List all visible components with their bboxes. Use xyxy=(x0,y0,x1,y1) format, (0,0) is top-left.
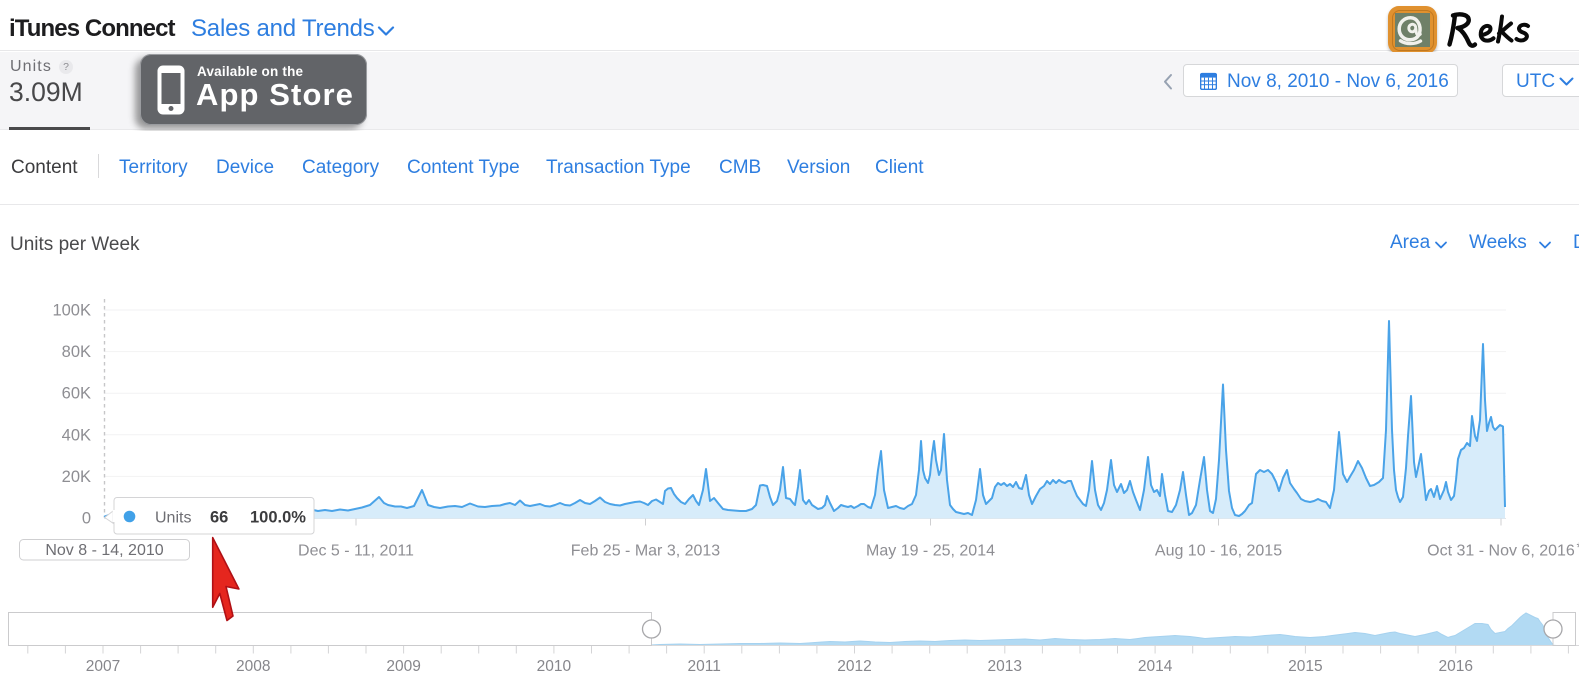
svg-text:May 19 - 25, 2014: May 19 - 25, 2014 xyxy=(866,543,995,560)
svg-text:2015: 2015 xyxy=(1288,658,1322,675)
svg-text:2007: 2007 xyxy=(86,658,120,675)
svg-text:2012: 2012 xyxy=(837,658,871,675)
svg-text:60K: 60K xyxy=(62,385,91,403)
svg-text:Dec 5 - 11, 2011: Dec 5 - 11, 2011 xyxy=(298,543,414,560)
svg-text:Feb 25 - Mar 3, 2013: Feb 25 - Mar 3, 2013 xyxy=(571,543,721,560)
svg-text:2011: 2011 xyxy=(688,658,721,675)
svg-text:Aug 10 - 16, 2015: Aug 10 - 16, 2015 xyxy=(1155,543,1282,560)
svg-text:2014: 2014 xyxy=(1138,658,1173,675)
svg-text:20K: 20K xyxy=(62,468,91,486)
svg-text:Units: Units xyxy=(155,510,191,527)
svg-text:Oct 31 - Nov 6, 2016: Oct 31 - Nov 6, 2016 xyxy=(1427,543,1575,560)
svg-text:100.0%: 100.0% xyxy=(250,509,306,527)
svg-text:Nov 8 - 14, 2010: Nov 8 - 14, 2010 xyxy=(45,542,163,559)
svg-text:2010: 2010 xyxy=(537,658,572,675)
svg-text:66: 66 xyxy=(210,509,228,527)
svg-text:0: 0 xyxy=(82,510,91,528)
svg-text:2016: 2016 xyxy=(1438,658,1472,675)
svg-text:80K: 80K xyxy=(62,343,91,361)
svg-text:2013: 2013 xyxy=(988,658,1022,675)
svg-text:100K: 100K xyxy=(52,302,91,320)
svg-text:2008: 2008 xyxy=(236,658,270,675)
svg-text:2009: 2009 xyxy=(386,658,420,675)
svg-text:40K: 40K xyxy=(62,426,91,444)
svg-text:*: * xyxy=(1577,539,1579,555)
